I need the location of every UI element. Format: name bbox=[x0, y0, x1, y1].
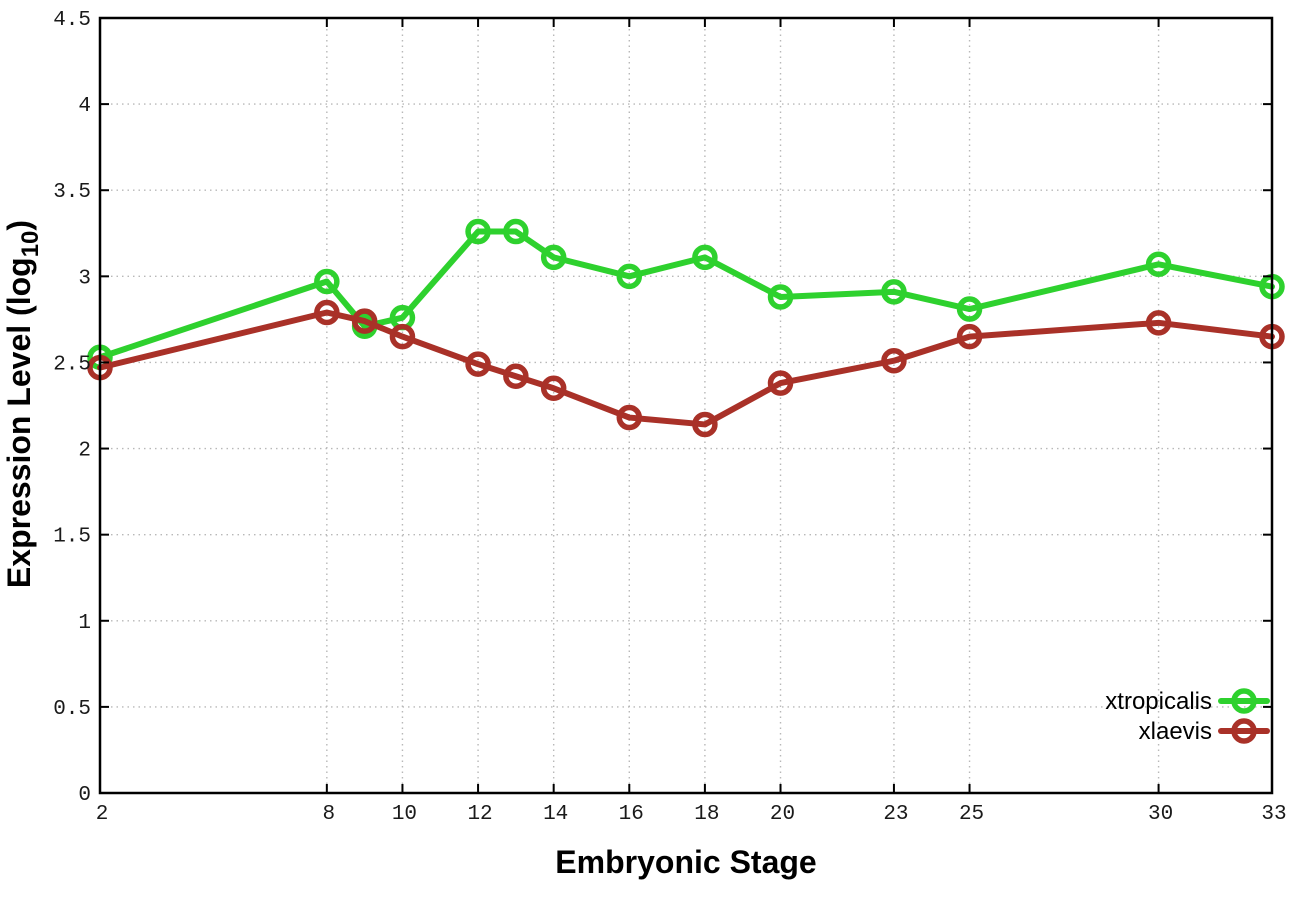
y-tick-label: 0.5 bbox=[53, 698, 91, 721]
data-point-xtropicalis bbox=[1145, 251, 1172, 278]
data-point-xtropicalis bbox=[767, 284, 794, 310]
legend: xtropicalis xlaevis bbox=[1105, 688, 1270, 745]
y-tick-label: 3.5 bbox=[53, 181, 91, 204]
x-tick-label: 14 bbox=[543, 803, 568, 826]
data-point-xlaevis bbox=[692, 411, 718, 438]
data-point-xtropicalis bbox=[956, 296, 983, 322]
data-point-xtropicalis bbox=[540, 244, 567, 271]
y-axis-title-main: Expression Level (log bbox=[1, 257, 37, 588]
y-axis-title: Expression Level (log10) bbox=[1, 220, 44, 588]
data-point-xtropicalis bbox=[465, 218, 491, 245]
axis-layer: 2 8 10 12 14 16 18 20 23 25 30 33 0 0.5 1 1.5 2 2.5 3 3.5 4 4… bbox=[53, 9, 1286, 826]
data-point-xlaevis bbox=[351, 308, 378, 334]
legend-swatch-marker-xlaevis bbox=[1231, 718, 1257, 744]
grid-layer bbox=[100, 18, 1272, 793]
y-tick-label: 1.5 bbox=[53, 526, 91, 549]
series-line-xtropicalis bbox=[97, 228, 1275, 361]
x-tick-label: 2 bbox=[96, 803, 109, 826]
plot-border bbox=[98, 16, 1274, 795]
x-axis-title: Embryonic Stage bbox=[555, 844, 816, 880]
x-tick-label: 25 bbox=[959, 803, 984, 826]
series-line-xlaevis bbox=[97, 309, 1275, 428]
x-tick-label: 18 bbox=[694, 803, 719, 826]
x-tick-label: 23 bbox=[883, 803, 908, 826]
legend-swatch-marker-xtropicalis bbox=[1231, 688, 1257, 714]
legend-label-xlaevis: xlaevis bbox=[1139, 718, 1212, 745]
data-point-xtropicalis bbox=[616, 263, 643, 290]
data-point-xlaevis bbox=[767, 370, 794, 396]
data-point-xlaevis bbox=[1145, 310, 1172, 336]
y-tick-label: 2.5 bbox=[53, 353, 91, 376]
x-tick-label: 16 bbox=[619, 803, 644, 826]
data-point-xlaevis bbox=[389, 323, 416, 350]
legend-item-xtropicalis: xtropicalis bbox=[1105, 688, 1270, 715]
y-tick-label: 3 bbox=[78, 267, 91, 290]
data-point-xlaevis bbox=[314, 299, 340, 326]
x-tick-label: 30 bbox=[1148, 803, 1173, 826]
y-tick-label: 2 bbox=[78, 440, 91, 463]
legend-item-xlaevis: xlaevis bbox=[1139, 718, 1270, 745]
y-tick-label: 4.5 bbox=[53, 9, 91, 32]
y-tick-label: 1 bbox=[78, 612, 91, 635]
y-axis-title-close: ) bbox=[1, 220, 37, 231]
data-point-xlaevis bbox=[540, 375, 567, 402]
y-tick-label: 4 bbox=[78, 95, 91, 118]
series-layer bbox=[87, 218, 1285, 438]
data-point-xlaevis bbox=[616, 404, 643, 431]
x-tick-label: 10 bbox=[392, 803, 417, 826]
data-point-xtropicalis bbox=[881, 279, 907, 305]
data-point-xtropicalis bbox=[314, 268, 340, 295]
x-tick-label: 12 bbox=[467, 803, 492, 826]
data-point-xtropicalis bbox=[503, 218, 529, 245]
x-tick-label: 20 bbox=[770, 803, 795, 826]
data-point-xlaevis bbox=[956, 323, 983, 350]
data-point-xlaevis bbox=[881, 347, 907, 374]
data-point-xlaevis bbox=[465, 351, 491, 377]
data-point-xlaevis bbox=[503, 363, 529, 389]
x-tick-label: 8 bbox=[323, 803, 336, 826]
data-point-xtropicalis bbox=[692, 244, 718, 271]
legend-label-xtropicalis: xtropicalis bbox=[1105, 688, 1212, 715]
y-tick-label: 0 bbox=[78, 784, 91, 807]
x-tick-label: 33 bbox=[1261, 803, 1286, 826]
y-axis-title-subscript: 10 bbox=[17, 231, 44, 258]
